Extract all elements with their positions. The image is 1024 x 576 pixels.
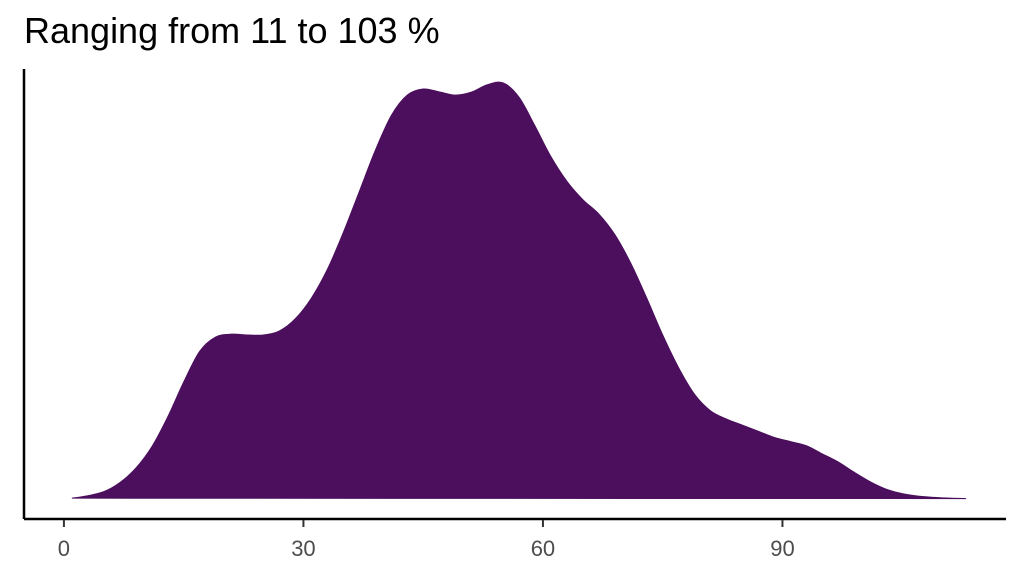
x-tick-label: 30	[291, 536, 315, 561]
chart-title: Ranging from 11 to 103 %	[24, 10, 440, 51]
x-tick-label: 90	[770, 536, 794, 561]
density-area	[71, 81, 967, 500]
x-tick-label: 60	[531, 536, 555, 561]
x-tick-label: 0	[58, 536, 70, 561]
x-axis-ticks: 0 30 60 90	[58, 520, 795, 561]
